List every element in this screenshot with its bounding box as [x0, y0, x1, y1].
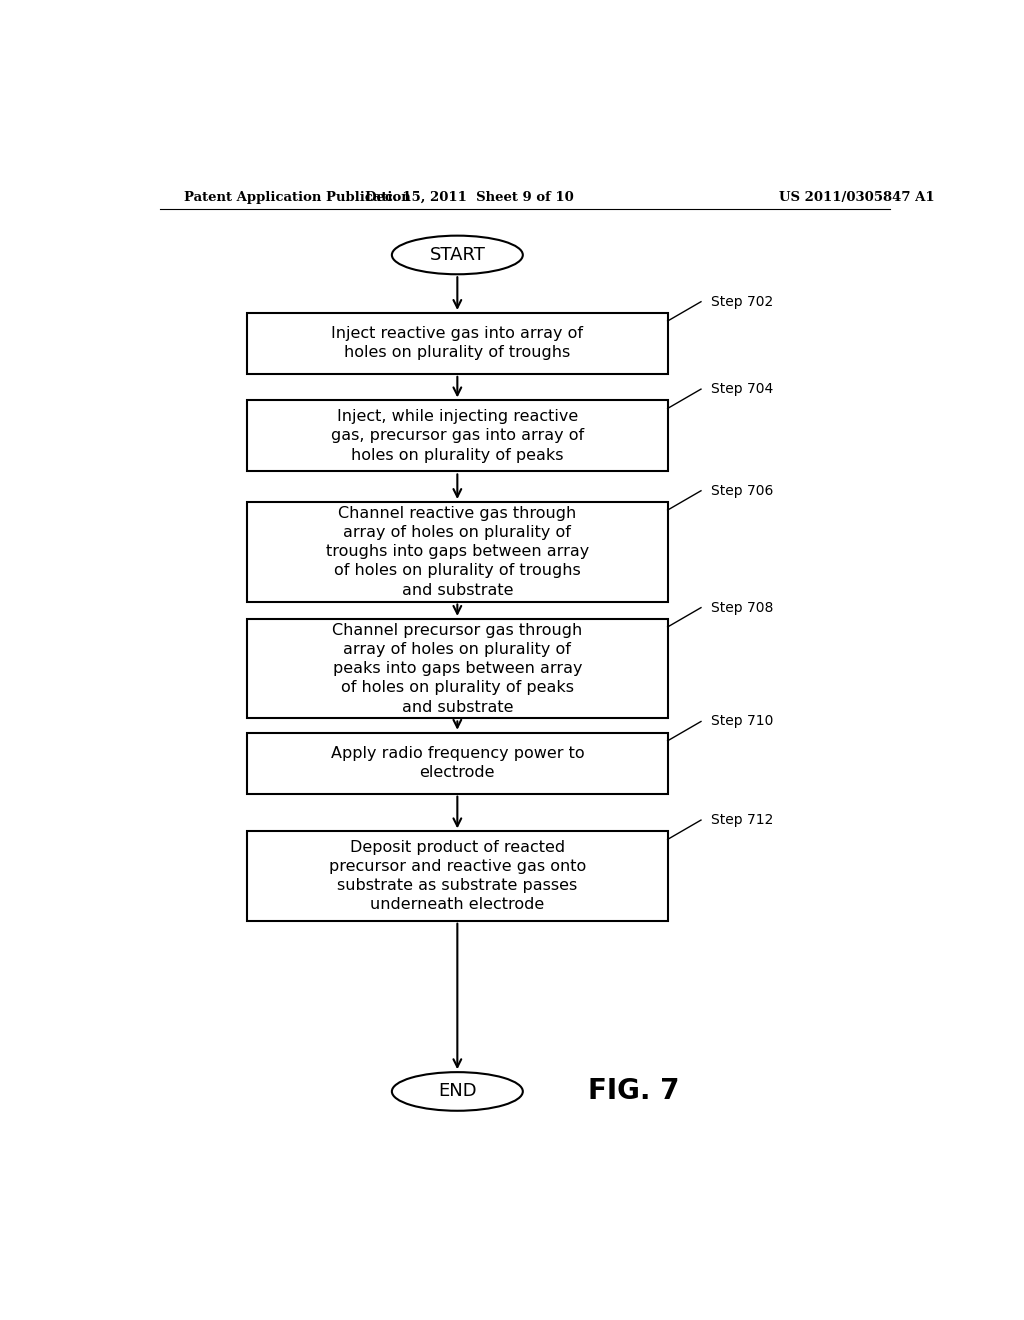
Text: Dec. 15, 2011  Sheet 9 of 10: Dec. 15, 2011 Sheet 9 of 10 [365, 190, 573, 203]
Text: Patent Application Publication: Patent Application Publication [183, 190, 411, 203]
Text: US 2011/0305847 A1: US 2011/0305847 A1 [778, 190, 934, 203]
Text: Inject reactive gas into array of
holes on plurality of troughs: Inject reactive gas into array of holes … [332, 326, 584, 360]
Bar [247, 400, 668, 471]
Text: Channel reactive gas through
array of holes on plurality of
troughs into gaps be: Channel reactive gas through array of ho… [326, 506, 589, 598]
Text: Deposit product of reacted
precursor and reactive gas onto
substrate as substrat: Deposit product of reacted precursor and… [329, 840, 586, 912]
Ellipse shape [392, 236, 523, 275]
Text: Step 704: Step 704 [712, 381, 773, 396]
Text: Step 708: Step 708 [712, 601, 774, 615]
Bar [247, 313, 668, 374]
Text: START: START [429, 246, 485, 264]
Bar [247, 502, 668, 602]
Bar [247, 733, 668, 793]
Text: Channel precursor gas through
array of holes on plurality of
peaks into gaps bet: Channel precursor gas through array of h… [332, 623, 583, 714]
Text: END: END [438, 1082, 476, 1101]
Text: Step 712: Step 712 [712, 813, 774, 828]
Text: Step 706: Step 706 [712, 483, 774, 498]
Text: Step 710: Step 710 [712, 714, 774, 729]
Bar [247, 619, 668, 718]
Text: Step 702: Step 702 [712, 294, 773, 309]
Text: Inject, while injecting reactive
gas, precursor gas into array of
holes on plura: Inject, while injecting reactive gas, pr… [331, 409, 584, 462]
Text: Apply radio frequency power to
electrode: Apply radio frequency power to electrode [331, 746, 584, 780]
Bar [247, 832, 668, 921]
Text: FIG. 7: FIG. 7 [588, 1077, 680, 1105]
Ellipse shape [392, 1072, 523, 1110]
